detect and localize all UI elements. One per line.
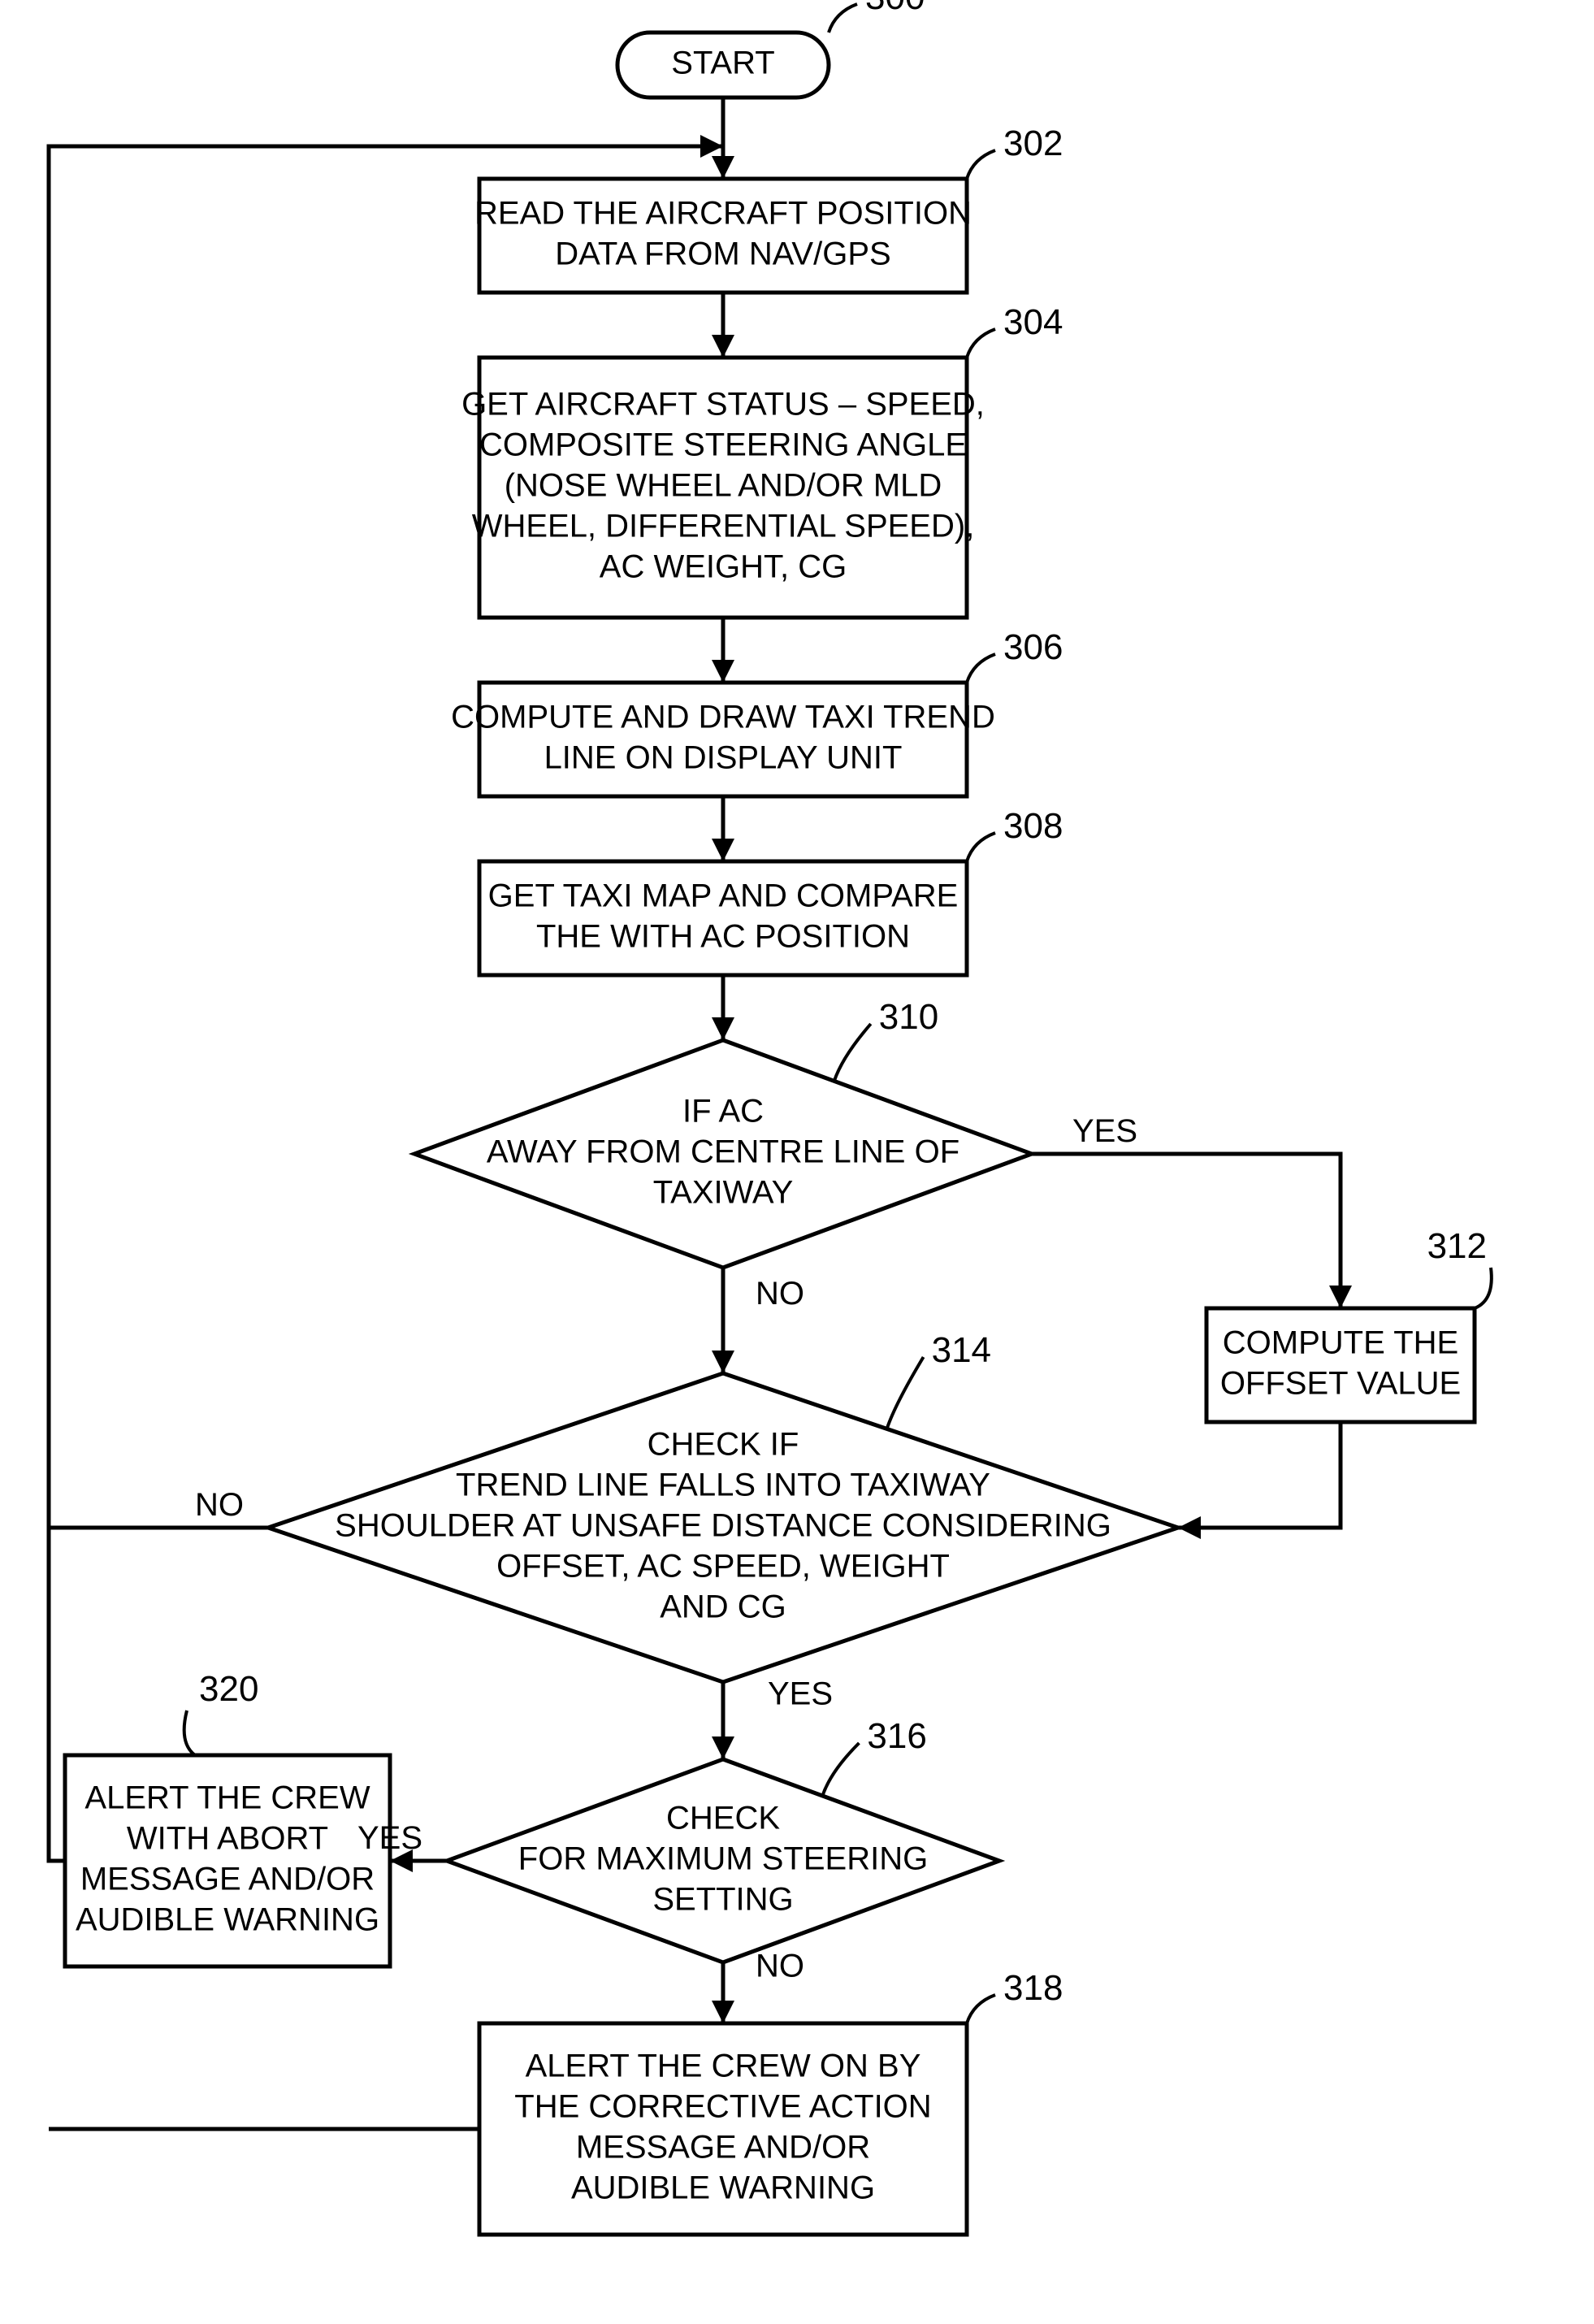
ref-label: 320 (199, 1669, 258, 1709)
node-text: LINE ON DISPLAY UNIT (544, 740, 903, 776)
ref-label: 314 (932, 1330, 991, 1370)
arrowhead (712, 660, 734, 683)
arrowhead (712, 1351, 734, 1373)
node-text: IF AC (682, 1094, 764, 1129)
node-text: THE CORRECTIVE ACTION (514, 2089, 931, 2125)
edge-label: YES (768, 1676, 833, 1712)
node-text: AND CG (660, 1589, 786, 1625)
node-text: OFFSET VALUE (1220, 1366, 1461, 1402)
ref-label: 300 (865, 0, 925, 17)
node-n302: READ THE AIRCRAFT POSITION DATA FROM NAV/… (474, 124, 1063, 293)
arrowhead (712, 1736, 734, 1759)
ref-label: 306 (1003, 627, 1063, 667)
node-text: WITH ABORT (127, 1821, 328, 1857)
ref-label: 316 (867, 1716, 926, 1756)
ref-label: 312 (1427, 1226, 1487, 1266)
node-text: TREND LINE FALLS INTO TAXIWAY (456, 1468, 990, 1503)
node-n308: GET TAXI MAP AND COMPARE THE WITH AC POSI… (479, 806, 1063, 975)
node-n306: COMPUTE AND DRAW TAXI TREND LINE ON DISPL… (451, 627, 1063, 796)
node-text: READ THE AIRCRAFT POSITION (474, 196, 972, 232)
ref-label: 318 (1003, 1968, 1063, 2008)
edge-label: YES (1072, 1113, 1137, 1149)
ref-label: 308 (1003, 806, 1063, 846)
node-text: DATA FROM NAV/GPS (555, 236, 890, 272)
node-text: ALERT THE CREW (84, 1780, 370, 1816)
arrowhead (712, 1017, 734, 1040)
ref-label: 302 (1003, 124, 1063, 163)
node-n320: ALERT THE CREW WITH ABORT MESSAGE AND/OR AU… (65, 1669, 390, 1966)
node-text: FOR MAXIMUM STEERING (518, 1841, 928, 1877)
ref-label: 310 (879, 997, 938, 1037)
node-text: SHOULDER AT UNSAFE DISTANCE CONSIDERING (335, 1508, 1111, 1544)
node-n318: ALERT THE CREW ON BY THE CORRECTIVE ACTIO… (479, 1968, 1063, 2235)
node-text: START (671, 46, 774, 81)
node-text: WHEEL, DIFFERENTIAL SPEED), (472, 509, 975, 544)
node-text: AC WEIGHT, CG (600, 549, 847, 585)
node-n314: CHECK IF TREND LINE FALLS INTO TAXIWAY SHO… (268, 1330, 1178, 1682)
node-text: GET AIRCRAFT STATUS – SPEED, (461, 387, 985, 423)
node-text: COMPOSITE STEERING ANGLE (479, 427, 967, 463)
node-text: GET TAXI MAP AND COMPARE (488, 878, 959, 914)
ref-label: 304 (1003, 302, 1063, 342)
edge (49, 146, 723, 1528)
node-text: COMPUTE THE (1223, 1325, 1458, 1361)
arrowhead (712, 156, 734, 179)
node-text: (NOSE WHEEL AND/OR MLD (505, 468, 942, 504)
arrowhead (1329, 1286, 1352, 1308)
edge-label: NO (195, 1487, 244, 1523)
node-text: CHECK IF (648, 1427, 799, 1463)
arrowhead (712, 2001, 734, 2023)
arrowhead (712, 839, 734, 861)
node-n304: GET AIRCRAFT STATUS – SPEED, COMPOSITE ST… (461, 302, 1063, 618)
node-text: AUDIBLE WARNING (571, 2170, 875, 2206)
node-text: THE WITH AC POSITION (536, 919, 910, 955)
node-n312: COMPUTE THE OFFSET VALUE 312 (1206, 1226, 1492, 1422)
node-text: CHECK (666, 1801, 780, 1836)
edge (1032, 1154, 1341, 1308)
node-text: TAXIWAY (653, 1175, 794, 1211)
node-text: AWAY FROM CENTRE LINE OF (487, 1134, 959, 1170)
node-text: AUDIBLE WARNING (76, 1902, 379, 1938)
node-start: START 300 (617, 0, 925, 98)
node-text: SETTING (652, 1882, 793, 1918)
node-text: COMPUTE AND DRAW TAXI TREND (451, 700, 995, 735)
edge-label: NO (756, 1276, 804, 1312)
node-text: OFFSET, AC SPEED, WEIGHT (496, 1549, 950, 1585)
node-text: MESSAGE AND/OR (576, 2130, 870, 2166)
edge-label: NO (756, 1949, 804, 1984)
node-text: MESSAGE AND/OR (80, 1862, 375, 1897)
edge (1178, 1422, 1341, 1528)
node-text: ALERT THE CREW ON BY (526, 2049, 921, 2084)
arrowhead (712, 335, 734, 358)
